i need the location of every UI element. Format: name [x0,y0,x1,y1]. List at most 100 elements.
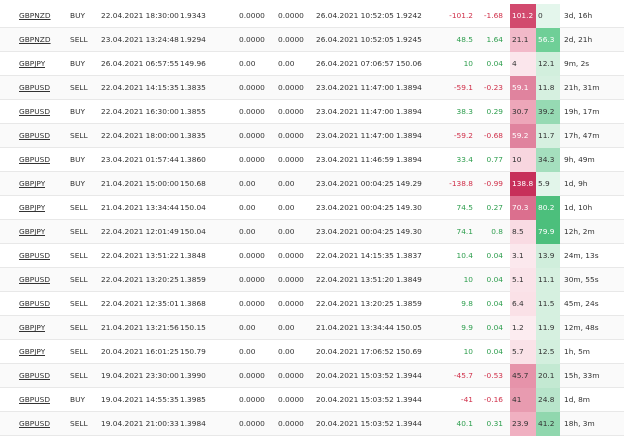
drawdown-cell: 1.2 [510,316,536,340]
symbol-link[interactable]: GBPUSD [19,251,51,260]
close-price: 1.3849 [396,275,422,284]
symbol-link[interactable]: GBPUSD [19,155,51,164]
symbol-link[interactable]: GBPJPY [19,227,46,236]
close-time: 26.04.2021 10:52:05 [316,11,394,20]
open-price: 150.15 [180,323,206,332]
stop-loss: 0.0000 [239,35,265,44]
stop-loss: 0.0000 [239,299,265,308]
stop-loss: 0.0000 [239,251,265,260]
take-profit: 0.0000 [278,107,304,116]
symbol-link[interactable]: GBPJPY [19,347,46,356]
pips-value: 40.1 [456,419,473,428]
open-time: 22.04.2021 12:01:49 [101,227,179,236]
symbol-link[interactable]: GBPUSD [19,107,51,116]
close-price: 1.3894 [396,107,422,116]
stop-loss: 0.0000 [239,395,265,404]
stop-loss: 0.0000 [239,11,265,20]
drawdown-cell: 4 [510,52,536,76]
close-price: 1.9245 [396,35,422,44]
open-time: 22.04.2021 18:00:00 [101,131,179,140]
stop-loss: 0.0000 [239,275,265,284]
duration: 21h, 31m [564,83,600,92]
drawdown-cell: 23.9 [510,412,536,436]
open-time: 20.04.2021 16:01:25 [101,347,179,356]
symbol-link[interactable]: GBPUSD [19,299,51,308]
close-price: 1.3837 [396,251,422,260]
trade-side: SELL [70,347,88,356]
pips-value: 38.3 [456,107,473,116]
symbol-link[interactable]: GBPJPY [19,179,46,188]
percent-value: 0.77 [486,155,503,164]
duration: 9h, 49m [564,155,595,164]
duration: 1d, 8m [564,395,590,404]
take-profit: 0.00 [278,179,295,188]
runup-cell: 5.9 [536,172,560,196]
open-price: 1.3855 [180,107,206,116]
runup-cell: 79.9 [536,220,560,244]
table-row: GBPUSD SELL 22.04.2021 14:15:35 1.3835 0.000… [0,76,624,100]
symbol-link[interactable]: GBPUSD [19,395,51,404]
duration: 19h, 17m [564,107,600,116]
take-profit: 0.0000 [278,395,304,404]
trade-side: BUY [70,11,85,20]
open-time: 22.04.2021 13:20:25 [101,275,179,284]
drawdown-cell: 45.7 [510,364,536,388]
runup-cell: 11.8 [536,76,560,100]
table-row: GBPUSD SELL 19.04.2021 23:30:00 1.3990 0.000… [0,364,624,388]
open-time: 23.04.2021 01:57:44 [101,155,179,164]
drawdown-cell: 10 [510,148,536,172]
symbol-link[interactable]: GBPJPY [19,59,46,68]
pips-value: -59.2 [453,131,473,140]
open-time: 22.04.2021 16:30:00 [101,107,179,116]
pips-value: 74.5 [456,203,473,212]
symbol-link[interactable]: GBPNZD [19,11,51,20]
percent-value: 0.04 [486,251,503,260]
table-row: GBPJPY SELL 21.04.2021 13:21:56 150.15 0.00 0… [0,316,624,340]
open-time: 19.04.2021 21:00:33 [101,419,179,428]
close-time: 26.04.2021 07:06:57 [316,59,394,68]
table-row: GBPJPY BUY 21.04.2021 15:00:00 150.68 0.00 0.… [0,172,624,196]
percent-value: 0.29 [486,107,503,116]
open-price: 1.9343 [180,11,206,20]
open-price: 150.79 [180,347,206,356]
trade-side: SELL [70,203,88,212]
percent-value: 1.64 [486,35,503,44]
symbol-link[interactable]: GBPJPY [19,323,46,332]
trade-side: SELL [70,419,88,428]
symbol-link[interactable]: GBPUSD [19,131,51,140]
drawdown-cell: 6.4 [510,292,536,316]
close-time: 23.04.2021 11:46:59 [316,155,394,164]
trade-side: SELL [70,83,88,92]
drawdown-cell: 3.1 [510,244,536,268]
stop-loss: 0.0000 [239,131,265,140]
runup-cell: 11.1 [536,268,560,292]
stop-loss: 0.00 [239,347,256,356]
close-time: 26.04.2021 10:52:05 [316,35,394,44]
table-row: GBPJPY SELL 22.04.2021 12:01:49 150.04 0.00 0… [0,220,624,244]
drawdown-cell: 138.8 [510,172,536,196]
symbol-link[interactable]: GBPUSD [19,275,51,284]
symbol-link[interactable]: GBPUSD [19,83,51,92]
trade-side: BUY [70,107,85,116]
stop-loss: 0.0000 [239,371,265,380]
symbol-link[interactable]: GBPJPY [19,203,46,212]
close-time: 23.04.2021 00:04:25 [316,179,394,188]
close-time: 23.04.2021 11:47:00 [316,83,394,92]
percent-value: -0.68 [483,131,503,140]
symbol-link[interactable]: GBPNZD [19,35,51,44]
close-price: 1.3894 [396,83,422,92]
close-price: 1.3944 [396,395,422,404]
stop-loss: 0.00 [239,203,256,212]
stop-loss: 0.0000 [239,155,265,164]
percent-value: 0.04 [486,299,503,308]
close-price: 149.29 [396,179,422,188]
take-profit: 0.0000 [278,371,304,380]
duration: 45m, 24s [564,299,599,308]
symbol-link[interactable]: GBPUSD [19,371,51,380]
symbol-link[interactable]: GBPUSD [19,419,51,428]
duration: 2d, 21h [564,35,593,44]
stop-loss: 0.00 [239,59,256,68]
percent-value: 0.04 [486,59,503,68]
runup-cell: 34.3 [536,148,560,172]
